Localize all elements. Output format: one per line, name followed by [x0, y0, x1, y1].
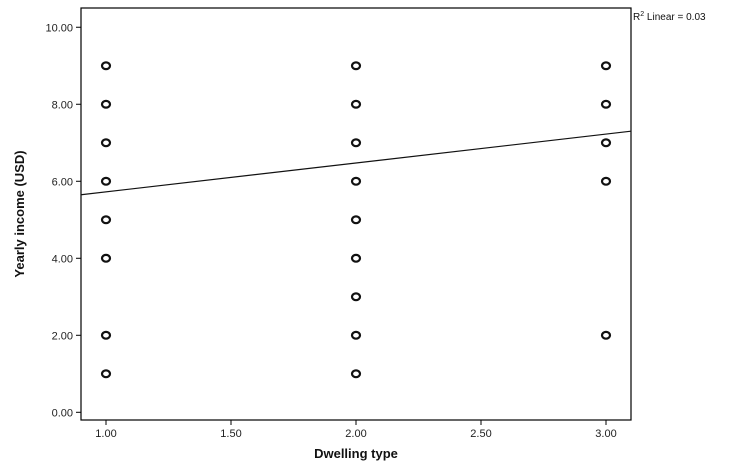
- data-point: [600, 330, 612, 340]
- data-point: [600, 138, 612, 148]
- y-tick-label: 2.00: [52, 330, 73, 342]
- data-point: [350, 292, 362, 302]
- data-point: [600, 99, 612, 109]
- r-squared-annotation: R2 Linear = 0.03: [633, 11, 706, 23]
- data-point: [350, 99, 362, 109]
- data-point: [350, 369, 362, 379]
- data-point: [350, 215, 362, 225]
- y-tick-label: 8.00: [52, 99, 73, 111]
- x-tick-label: 3.00: [595, 428, 616, 440]
- data-point: [100, 61, 112, 71]
- data-point: [100, 99, 112, 109]
- data-point: [100, 330, 112, 340]
- data-point: [100, 215, 112, 225]
- data-point: [350, 138, 362, 148]
- data-point: [350, 176, 362, 186]
- x-axis-title: Dwelling type: [314, 446, 398, 461]
- y-axis-title: Yearly income (USD): [12, 150, 27, 277]
- y-tick-label: 4.00: [52, 253, 73, 265]
- data-point: [350, 253, 362, 263]
- x-tick-label: 1.50: [220, 428, 241, 440]
- linear-fit-line: [80, 130, 632, 196]
- y-tick-label: 6.00: [52, 176, 73, 188]
- data-point: [100, 138, 112, 148]
- x-tick-label: 1.00: [95, 428, 116, 440]
- data-point: [350, 61, 362, 71]
- data-point: [600, 176, 612, 186]
- data-point: [350, 330, 362, 340]
- x-tick-label: 2.50: [470, 428, 491, 440]
- data-point: [100, 253, 112, 263]
- y-tick-label: 10.00: [45, 22, 73, 34]
- plot-area: [80, 7, 632, 421]
- data-point: [100, 176, 112, 186]
- data-point: [600, 61, 612, 71]
- data-point: [100, 369, 112, 379]
- x-tick-label: 2.00: [345, 428, 366, 440]
- y-tick-label: 0.00: [52, 407, 73, 419]
